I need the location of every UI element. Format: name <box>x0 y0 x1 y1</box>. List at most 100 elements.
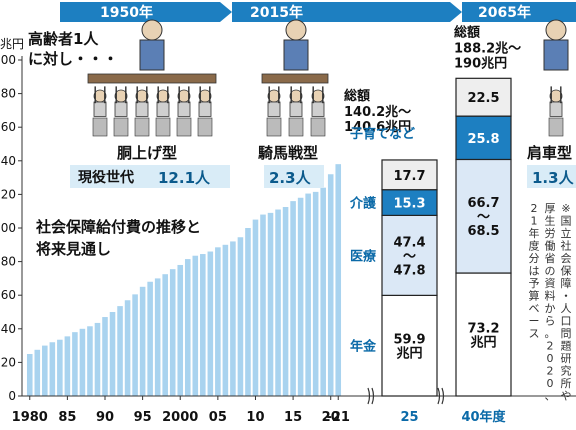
projection-segment <box>455 77 512 117</box>
projection-bars: 総額140.2兆～140.6兆円59.9兆円年金47.4～47.8医療15.3介… <box>344 24 521 425</box>
projection-segment-label: ～ <box>403 249 416 264</box>
note-char: ベ <box>529 302 540 315</box>
projection-total-label: 総額 <box>344 88 370 104</box>
person-body-icon <box>311 101 325 117</box>
person-body-icon <box>93 101 107 117</box>
bar <box>124 300 131 396</box>
person-body-icon <box>198 101 212 117</box>
note-char: 料 <box>545 289 556 303</box>
projection-segment-label: 66.7 <box>467 196 499 211</box>
person-legs-icon <box>310 117 326 137</box>
platform-icon <box>87 73 217 84</box>
bar <box>34 349 41 396</box>
x-tick-label: 90 <box>96 410 114 425</box>
person-body-icon <box>267 101 281 117</box>
note-char: 算 <box>529 289 540 303</box>
category-label: 年金 <box>350 339 377 355</box>
person-legs-icon <box>113 117 129 137</box>
note-char: 度 <box>529 239 540 253</box>
projection-segment-label: 47.4 <box>393 235 425 250</box>
model-2-name: 騎馬戦型 <box>258 144 318 162</box>
x-axis: 1980 85 90 95 2000 05 10 15 20-21 <box>12 396 350 425</box>
projection-segment-label: 22.5 <box>467 91 499 106</box>
bar <box>312 191 319 396</box>
bar <box>184 259 191 396</box>
bar <box>327 174 334 396</box>
bar <box>87 326 93 396</box>
bar <box>252 219 259 396</box>
note-char: 0 <box>547 352 554 365</box>
model-1-value: 12.1人 <box>158 169 211 187</box>
bar <box>245 228 251 396</box>
bar <box>215 247 221 396</box>
person-legs-icon <box>266 117 282 137</box>
person-legs-icon <box>92 117 108 137</box>
y-axis-unit: 兆円 <box>0 37 24 51</box>
note-char: の <box>545 265 556 278</box>
bar-series <box>22 164 576 397</box>
y-tick-label: 180 <box>0 87 16 101</box>
model-2-value: 2.3人 <box>269 169 312 187</box>
note-char: 国 <box>561 215 572 228</box>
y-tick-label: 120 <box>0 187 16 201</box>
note-char: 働 <box>545 240 556 253</box>
y-tick-label: 80 <box>1 255 16 269</box>
projection-x-label: 40年度 <box>461 409 506 425</box>
bar <box>290 201 296 396</box>
category-label: 子育てなど <box>350 126 415 142</box>
projection-segment-label: 17.7 <box>393 169 425 184</box>
y-tick-label: 100 <box>0 221 16 235</box>
projection-segment <box>455 272 512 397</box>
note-char: 生 <box>545 214 556 228</box>
bar <box>192 255 199 396</box>
x-tick-label: 05 <box>209 410 227 425</box>
note-char: 1 <box>531 215 538 228</box>
note-char: 2 <box>531 202 538 215</box>
elder-body-icon <box>543 39 569 71</box>
x-tick-label: 85 <box>58 410 76 425</box>
note-char: 資 <box>545 277 556 290</box>
axis-break <box>367 387 371 405</box>
projection-segment <box>455 158 512 274</box>
projection-total-value: 140.6兆円 <box>344 119 411 135</box>
projection-segment <box>381 189 438 216</box>
bar <box>154 278 161 396</box>
axis-break <box>437 387 441 405</box>
x-tick-label: 15 <box>284 410 302 425</box>
elder-body-icon <box>283 39 309 71</box>
note-char: 問 <box>561 327 572 340</box>
person-body-icon <box>549 101 563 117</box>
y-tick-label: 0 <box>8 389 16 403</box>
bar <box>230 241 236 396</box>
person-legs-icon <box>548 117 564 137</box>
projection-segment <box>381 159 438 191</box>
person-legs-icon <box>155 117 171 137</box>
person-body-icon <box>177 101 191 117</box>
bar <box>102 317 108 396</box>
projection-total-value: 190兆円 <box>454 55 507 71</box>
projection-segment-label: 25.8 <box>467 132 499 147</box>
note-char: 予 <box>529 277 540 290</box>
bar <box>26 354 33 396</box>
timeline-label-2015: 2015年 <box>250 4 303 21</box>
intro-text: 高齢者1人 に対し・・・ <box>28 30 118 68</box>
person-body-icon <box>135 101 149 117</box>
elder-head-icon <box>141 19 163 41</box>
note-char: 2 <box>547 340 554 353</box>
model-3-name: 肩車型 <box>527 144 572 162</box>
x-tick-label: 95 <box>134 410 152 425</box>
bar <box>94 322 101 396</box>
y-tick-label: 40 <box>1 322 16 336</box>
projection-segment-label: 兆円 <box>396 346 422 362</box>
note-char: ら <box>545 315 556 328</box>
note-char: 。 <box>545 327 556 340</box>
timeline-bar: 1950年 2015年 2065年 <box>60 2 576 22</box>
note-char: 労 <box>545 226 556 240</box>
person-legs-icon <box>197 117 213 137</box>
bar <box>207 251 214 396</box>
note-char: 省 <box>545 252 556 265</box>
bar <box>169 269 176 396</box>
person-legs-icon <box>288 117 304 137</box>
bar <box>49 342 56 396</box>
